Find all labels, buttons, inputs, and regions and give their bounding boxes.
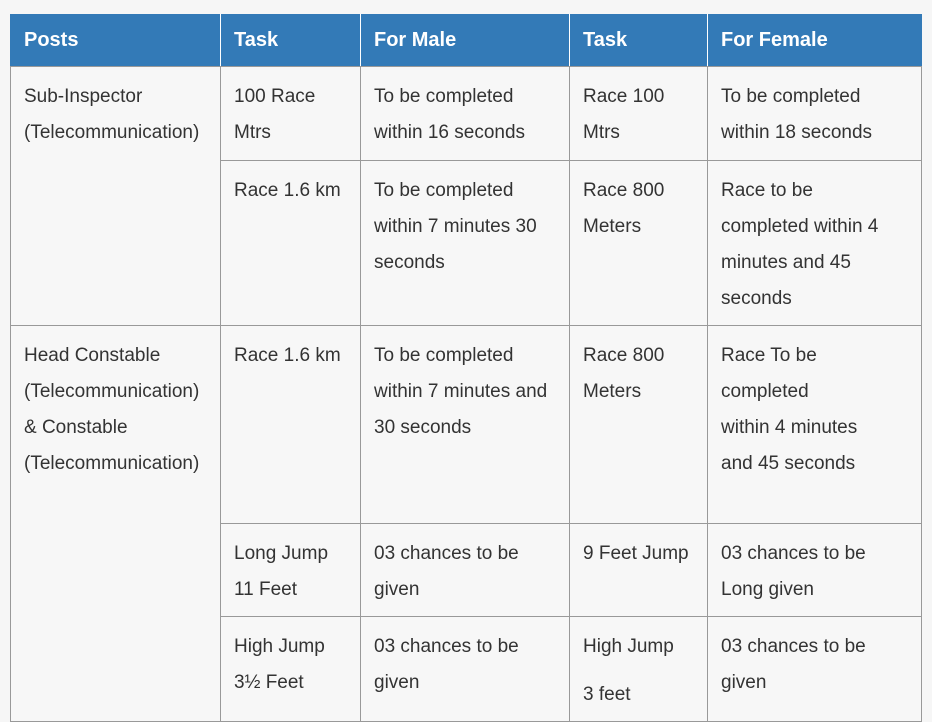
for-female-cell: 03 chances to be given [707,616,922,722]
post-cell: Head Constable (Telecommunication) & Con… [10,325,221,722]
header-task-female: Task [569,14,708,67]
task-male-text: Long Jump 11 Feet [234,543,329,600]
for-female-text: Race to be completed within 4 minutes an… [721,180,879,309]
table-row: High Jump 3½ Feet 03 chances to be given… [11,616,922,722]
header-task-male: Task [220,14,361,67]
for-male-text: To be completed within 7 minutes and 30 … [374,345,548,438]
table-row: Head Constable (Telecommunication) & Con… [10,325,922,722]
task-female-text: Race 100 Mtrs [583,86,665,143]
task-female-cell: Race 100 Mtrs [569,66,708,161]
for-female-text: Race To be completed within 4 minutes an… [721,345,858,474]
for-female-cell: Race to be completed within 4 minutes an… [707,160,922,326]
task-male-cell: Long Jump 11 Feet [220,523,361,617]
task-male-cell: High Jump 3½ Feet [220,616,361,722]
task-female-text: 3 feet [583,684,631,705]
header-for-male: For Male [360,14,570,67]
task-male-text: Race 1.6 km [234,345,341,366]
task-female-text: High Jump [583,636,674,657]
for-female-cell: Race To be completed within 4 minutes an… [707,325,922,524]
table-body: Sub-Inspector (Telecommunication) 100 Ra… [10,66,922,722]
post-text: Head Constable (Telecommunication) & Con… [24,345,200,474]
for-male-text: To be completed within 16 seconds [374,86,526,143]
for-female-cell: 03 chances to be Long given [707,523,922,617]
task-male-cell: Race 1.6 km [220,160,361,326]
task-male-text: High Jump 3½ Feet [234,636,325,693]
for-male-cell: To be completed within 7 minutes and 30 … [360,325,570,524]
for-male-cell: 03 chances to be given [360,523,570,617]
task-male-text: 100 Race Mtrs [234,86,316,143]
table-container: Posts Task For Male Task For Female Sub-… [10,14,922,722]
header-posts: Posts [10,14,221,67]
table-row: Long Jump 11 Feet 03 chances to be given… [11,523,922,617]
table-row: Race 1.6 km To be completed within 7 min… [11,160,922,326]
task-female-cell: Race 800 Meters [569,160,708,326]
for-male-text: 03 chances to be given [374,543,519,600]
task-male-text: Race 1.6 km [234,180,341,201]
task-female-cell: High Jump 3 feet [569,616,708,722]
task-female-cell: Race 800 Meters [569,325,708,524]
for-female-text: To be completed within 18 seconds [721,86,873,143]
for-female-text: 03 chances to be Long given [721,543,866,600]
for-male-cell: To be completed within 16 seconds [360,66,570,161]
header-row: Posts Task For Male Task For Female [10,14,922,67]
task-female-text: Race 800 Meters [583,180,665,237]
physical-test-table: Posts Task For Male Task For Female Sub-… [10,14,922,722]
for-female-text: 03 chances to be given [721,636,866,693]
for-male-text: To be completed within 7 minutes 30 seco… [374,180,537,273]
table-row: Sub-Inspector (Telecommunication) 100 Ra… [10,66,922,326]
header-for-female: For Female [707,14,922,67]
task-male-cell: Race 1.6 km [220,325,361,524]
for-male-cell: 03 chances to be given [360,616,570,722]
post-cell: Sub-Inspector (Telecommunication) [10,66,221,326]
task-female-text: 9 Feet Jump [583,543,689,564]
for-female-cell: To be completed within 18 seconds [707,66,922,161]
post-text: Sub-Inspector (Telecommunication) [24,86,200,143]
for-male-text: 03 chances to be given [374,636,519,693]
for-male-cell: To be completed within 7 minutes 30 seco… [360,160,570,326]
task-male-cell: 100 Race Mtrs [220,66,361,161]
task-female-cell: 9 Feet Jump [569,523,708,617]
task-female-text: Race 800 Meters [583,345,665,402]
table-header: Posts Task For Male Task For Female [10,14,922,67]
